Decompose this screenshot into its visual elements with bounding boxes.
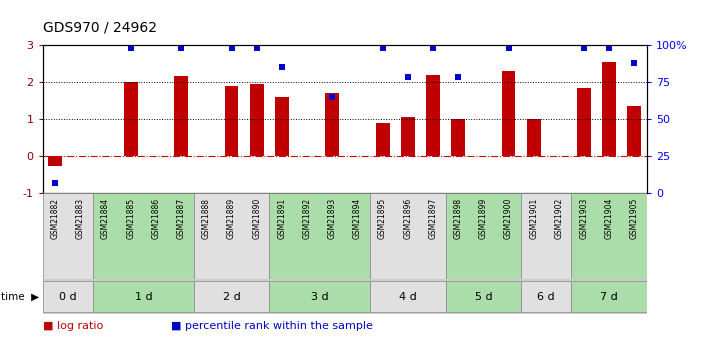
Bar <box>326 93 339 156</box>
Text: GSM21899: GSM21899 <box>479 197 488 239</box>
Text: 1 d: 1 d <box>134 292 152 302</box>
Text: GSM21891: GSM21891 <box>277 197 287 239</box>
Text: GSM21887: GSM21887 <box>176 197 186 239</box>
Bar <box>194 193 269 279</box>
Text: GSM21903: GSM21903 <box>579 197 589 239</box>
Text: GSM21889: GSM21889 <box>227 197 236 239</box>
Bar <box>124 82 138 156</box>
Text: GSM21894: GSM21894 <box>353 197 362 239</box>
Text: GSM21890: GSM21890 <box>252 197 261 239</box>
Text: GSM21900: GSM21900 <box>504 197 513 239</box>
Text: GSM21884: GSM21884 <box>101 197 110 239</box>
Text: 4 d: 4 d <box>399 292 417 302</box>
Bar <box>93 281 194 312</box>
Text: GSM21905: GSM21905 <box>630 197 639 239</box>
Bar <box>194 281 269 312</box>
Bar <box>572 281 647 312</box>
Bar <box>426 75 440 156</box>
Text: GSM21895: GSM21895 <box>378 197 387 239</box>
Text: GSM21893: GSM21893 <box>328 197 337 239</box>
Text: GSM21901: GSM21901 <box>529 197 538 239</box>
Bar <box>43 193 93 279</box>
Bar <box>446 193 521 279</box>
Text: 6 d: 6 d <box>538 292 555 302</box>
Text: GSM21888: GSM21888 <box>202 197 211 238</box>
Bar <box>225 86 238 156</box>
Text: GSM21886: GSM21886 <box>151 197 161 239</box>
Text: GSM21896: GSM21896 <box>403 197 412 239</box>
Bar <box>250 84 264 156</box>
Bar <box>269 193 370 279</box>
Bar <box>527 119 540 156</box>
Bar <box>174 76 188 156</box>
Text: GSM21883: GSM21883 <box>76 197 85 239</box>
Bar <box>370 193 446 279</box>
Bar <box>602 61 616 156</box>
Bar <box>370 281 446 312</box>
Bar <box>275 97 289 156</box>
Bar <box>43 281 93 312</box>
Bar <box>48 156 62 167</box>
Bar <box>446 281 521 312</box>
Text: GSM21898: GSM21898 <box>454 197 463 239</box>
Bar <box>401 117 415 156</box>
Text: 2 d: 2 d <box>223 292 240 302</box>
Bar <box>451 119 465 156</box>
Bar <box>521 281 572 312</box>
Bar <box>375 123 390 156</box>
Text: 5 d: 5 d <box>474 292 492 302</box>
Bar <box>521 193 572 279</box>
Bar <box>577 88 591 156</box>
Text: time  ▶: time ▶ <box>1 292 39 302</box>
Text: GSM21897: GSM21897 <box>429 197 437 239</box>
Text: ■ percentile rank within the sample: ■ percentile rank within the sample <box>171 321 373 331</box>
Bar <box>572 193 647 279</box>
Text: 7 d: 7 d <box>600 292 618 302</box>
Bar <box>269 281 370 312</box>
Bar <box>93 193 194 279</box>
Text: 0 d: 0 d <box>59 292 77 302</box>
Text: GSM21902: GSM21902 <box>555 197 563 239</box>
Bar <box>501 71 515 156</box>
Text: GSM21885: GSM21885 <box>127 197 135 239</box>
Bar <box>628 106 641 156</box>
Text: GSM21904: GSM21904 <box>605 197 614 239</box>
Text: GSM21882: GSM21882 <box>50 197 60 238</box>
Text: GSM21892: GSM21892 <box>303 197 311 239</box>
Text: GDS970 / 24962: GDS970 / 24962 <box>43 20 156 34</box>
Text: ■ log ratio: ■ log ratio <box>43 321 103 331</box>
Text: 3 d: 3 d <box>311 292 328 302</box>
